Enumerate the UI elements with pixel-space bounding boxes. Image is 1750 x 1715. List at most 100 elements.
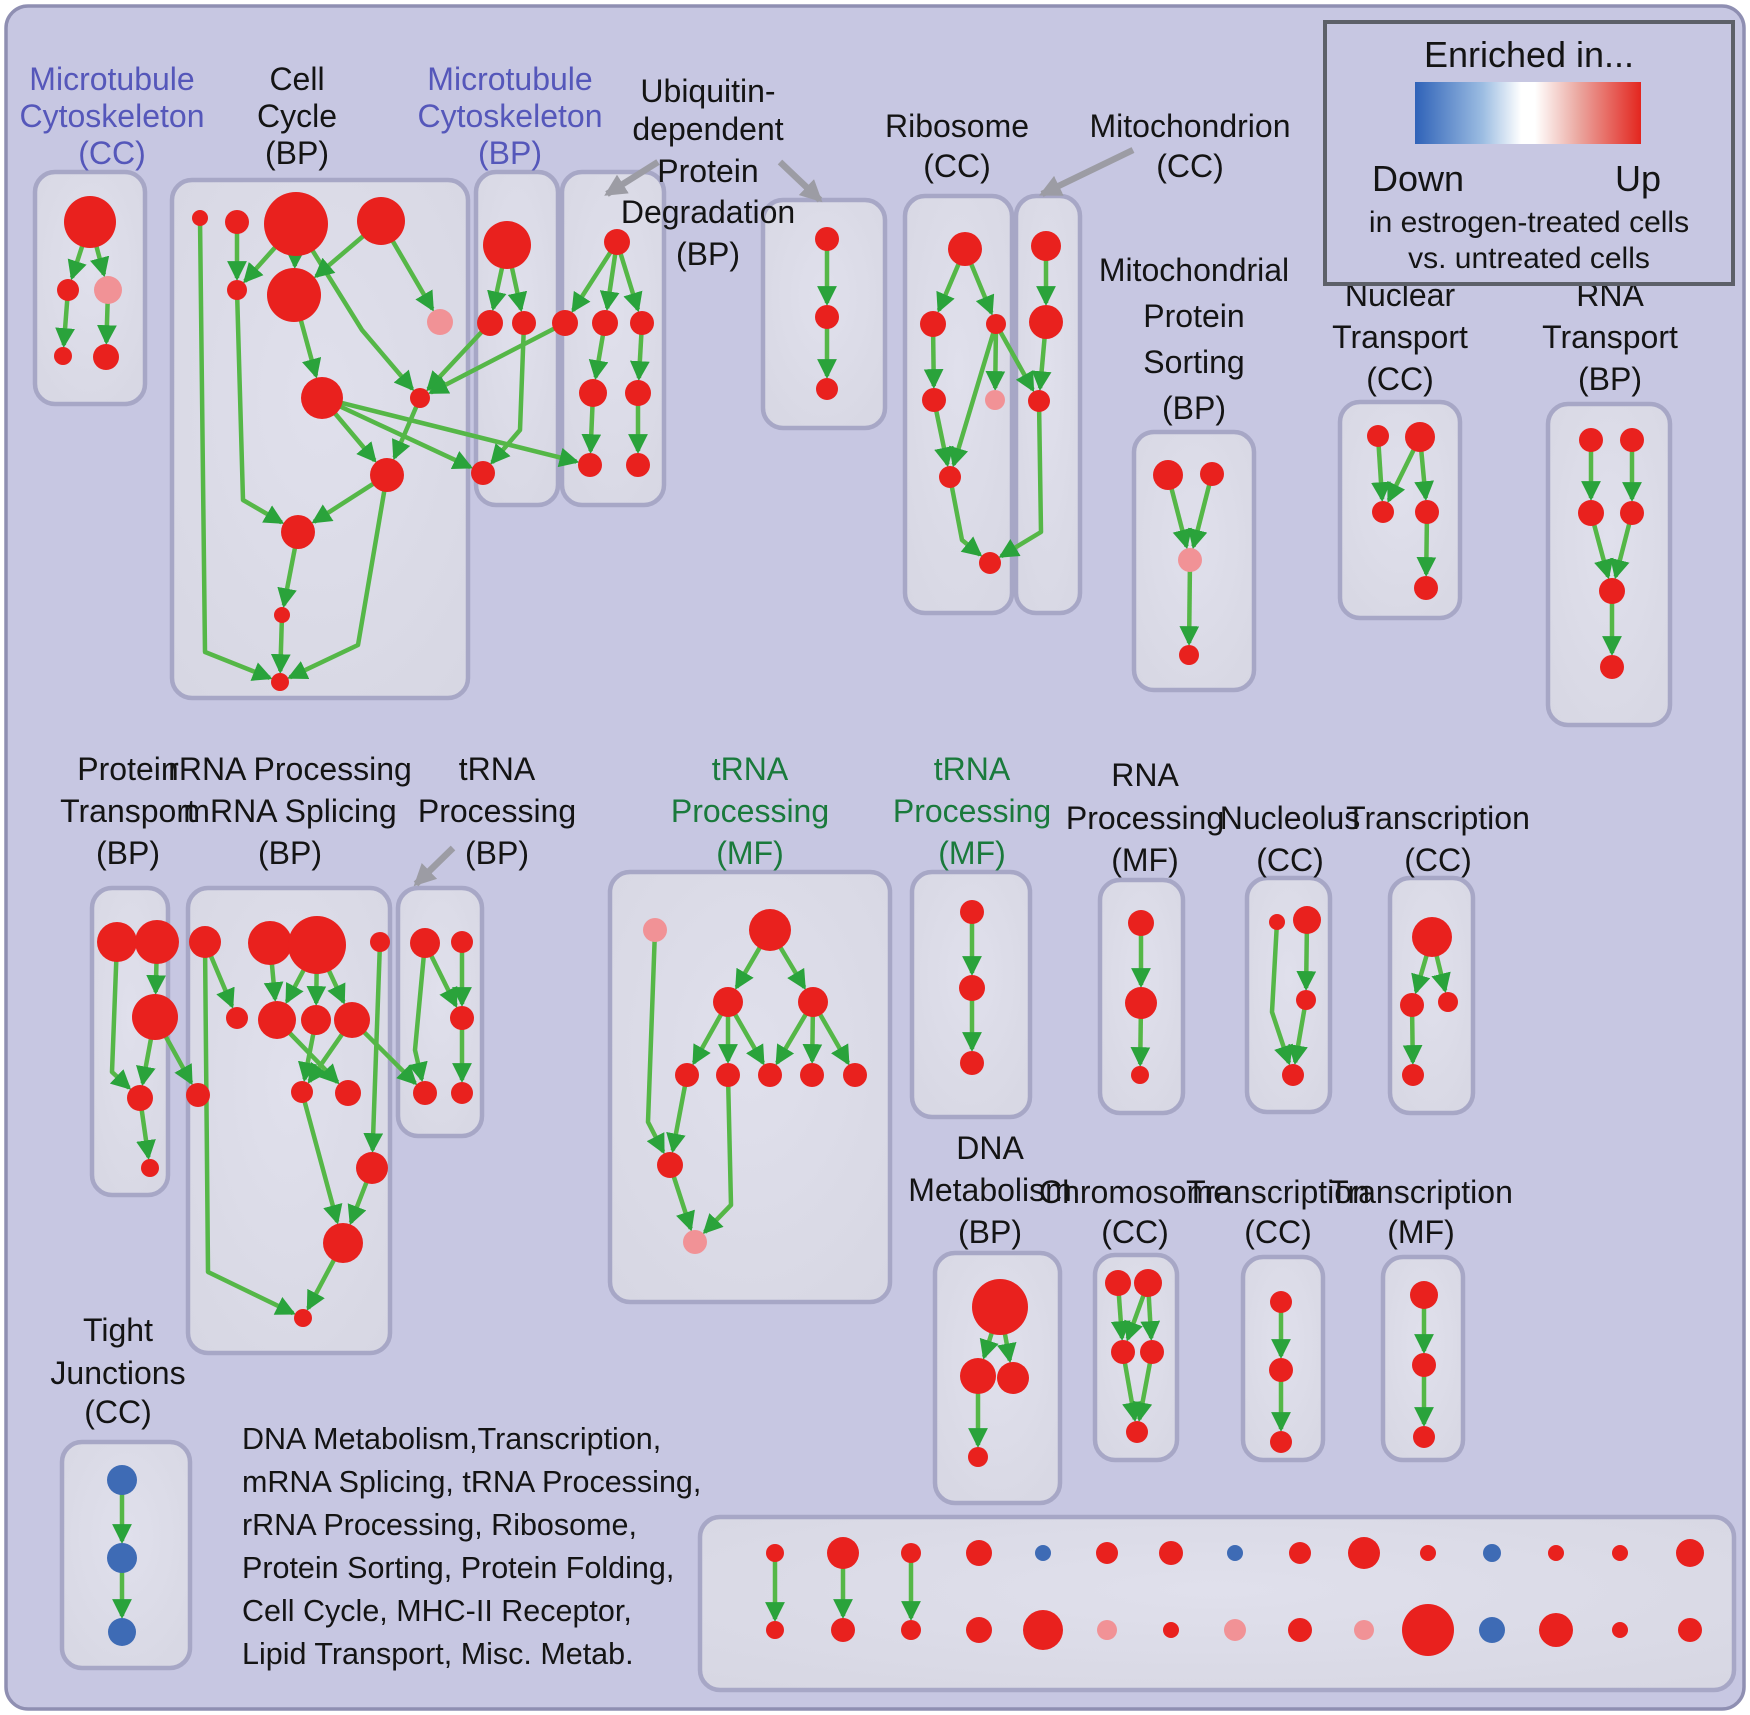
cluster-label-mito-protein-sorting: Mitochondrial (1099, 252, 1289, 288)
node-mb14 (1612, 1622, 1628, 1638)
node-c13 (271, 673, 289, 691)
cluster-label-ubiquitin-a: (BP) (676, 236, 740, 272)
cluster-label-rna-processing-mf: Processing (1066, 800, 1224, 836)
node-d3 (997, 1362, 1029, 1394)
cluster-label-mito-protein-sorting: Protein (1143, 298, 1244, 334)
edge-m3-m4 (490, 322, 527, 465)
node-mb8 (1224, 1619, 1246, 1641)
cluster-label-rna-processing-mf: (MF) (1111, 842, 1179, 878)
node-tb3 (450, 1006, 474, 1030)
node-v2 (815, 305, 839, 329)
node-mt15 (1676, 1539, 1704, 1567)
node-ch2 (1134, 1269, 1162, 1297)
caption-line: DNA Metabolism,Transcription, (242, 1422, 662, 1456)
node-g11 (683, 1230, 707, 1254)
node-d4 (968, 1447, 988, 1467)
node-q1 (1367, 425, 1389, 447)
node-x1 (1270, 1291, 1292, 1313)
legend: Enriched in... Down Up in estrogen-treat… (1323, 20, 1735, 286)
node-u1 (604, 229, 630, 255)
node-a1 (64, 196, 116, 248)
cluster-label-trna-processing-mf-a: Processing (671, 793, 829, 829)
node-q5 (1414, 576, 1438, 600)
cluster-label-mitochondrion: (CC) (1156, 148, 1224, 184)
cluster-label-dna-metabolism: Metabolism (908, 1172, 1072, 1208)
node-rr7 (301, 1005, 331, 1035)
node-ch3 (1111, 1340, 1135, 1364)
cluster-label-mt-bp: Microtubule (427, 61, 592, 97)
node-pt4 (127, 1085, 153, 1111)
node-j1 (107, 1465, 137, 1495)
node-mb7 (1163, 1622, 1179, 1638)
node-mb4 (966, 1617, 992, 1643)
edge-pt1-pt4 (109, 941, 132, 1090)
node-q3 (1372, 501, 1394, 523)
node-u5 (579, 379, 607, 407)
node-rr10 (291, 1081, 313, 1103)
cluster-label-trna-processing-bp: (BP) (465, 835, 529, 871)
node-rr6 (258, 1001, 296, 1039)
cluster-label-transcription-mf: Transcription (1329, 1174, 1513, 1210)
cluster-label-trna-processing-bp: tRNA (459, 751, 536, 787)
node-s4 (1620, 501, 1644, 525)
node-tc2 (1400, 993, 1424, 1017)
caption-block: DNA Metabolism,Transcription, mRNA Splic… (242, 1418, 701, 1676)
cluster-misc (697, 1514, 1737, 1693)
node-r8 (979, 552, 1001, 574)
node-r1 (948, 232, 982, 266)
node-q2 (1405, 422, 1435, 452)
caption-line: Cell Cycle, MHC-II Receptor, (242, 1594, 632, 1628)
edge-p3-p4 (1179, 559, 1200, 646)
node-v3 (816, 378, 838, 400)
legend-subtitle-2: vs. untreated cells (1408, 242, 1650, 275)
node-c11 (281, 515, 315, 549)
cluster-nucleolus (1244, 875, 1333, 1115)
node-u4 (630, 311, 654, 335)
cluster-label-mt-bp: Cytoskeleton (418, 98, 603, 134)
cluster-label-protein-transport: Protein (77, 751, 178, 787)
node-mt2 (827, 1537, 859, 1569)
node-y3 (1413, 1426, 1435, 1448)
node-mb11 (1402, 1604, 1454, 1656)
node-mb10 (1354, 1620, 1374, 1640)
edge-g6-g11 (702, 1074, 734, 1235)
node-c7 (427, 309, 453, 335)
cluster-label-cell-cycle: (BP) (265, 135, 329, 171)
node-x3 (1270, 1431, 1292, 1453)
cluster-label-nucleolus: (CC) (1256, 842, 1324, 878)
cluster-label-protein-transport: (BP) (96, 835, 160, 871)
node-u8 (626, 453, 650, 477)
cluster-label-protein-transport: Transport (60, 793, 196, 829)
cluster-label-mt-cc: (CC) (78, 135, 146, 171)
edge-c10-c13 (287, 474, 390, 680)
node-a4 (54, 347, 72, 365)
cluster-label-ribosome: (CC) (923, 148, 991, 184)
node-j2 (107, 1543, 137, 1573)
cluster-label-transcription-cc-a: (CC) (1404, 842, 1472, 878)
node-c5 (227, 280, 247, 300)
node-j3 (108, 1618, 136, 1646)
node-h3 (960, 1051, 984, 1075)
node-u6 (625, 380, 651, 406)
cluster-label-chromosome: (CC) (1101, 1214, 1169, 1250)
caption-line: mRNA Splicing, tRNA Processing, (242, 1465, 702, 1499)
node-tc4 (1402, 1064, 1424, 1086)
node-d1 (972, 1279, 1028, 1335)
node-mb13 (1539, 1613, 1573, 1647)
node-pt1 (97, 922, 137, 962)
cluster-label-dna-metabolism: DNA (956, 1130, 1024, 1166)
legend-up-label: Up (1614, 158, 1661, 199)
node-rr2 (248, 921, 292, 965)
cluster-label-tight-junctions: Tight (83, 1312, 153, 1348)
edge-r6-r8 (998, 400, 1044, 559)
node-g3 (713, 987, 743, 1017)
caption-line: Lipid Transport, Misc. Metab. (242, 1637, 634, 1671)
node-d2 (960, 1358, 996, 1394)
node-g2 (749, 909, 791, 951)
node-mb1 (766, 1621, 784, 1639)
cluster-label-trna-processing-mf-b: Processing (893, 793, 1051, 829)
node-s2 (1620, 428, 1644, 452)
node-r3 (986, 314, 1006, 334)
cluster-label-mt-cc: Cytoskeleton (20, 98, 205, 134)
cluster-label-mitochondrion: Mitochondrion (1090, 108, 1291, 144)
